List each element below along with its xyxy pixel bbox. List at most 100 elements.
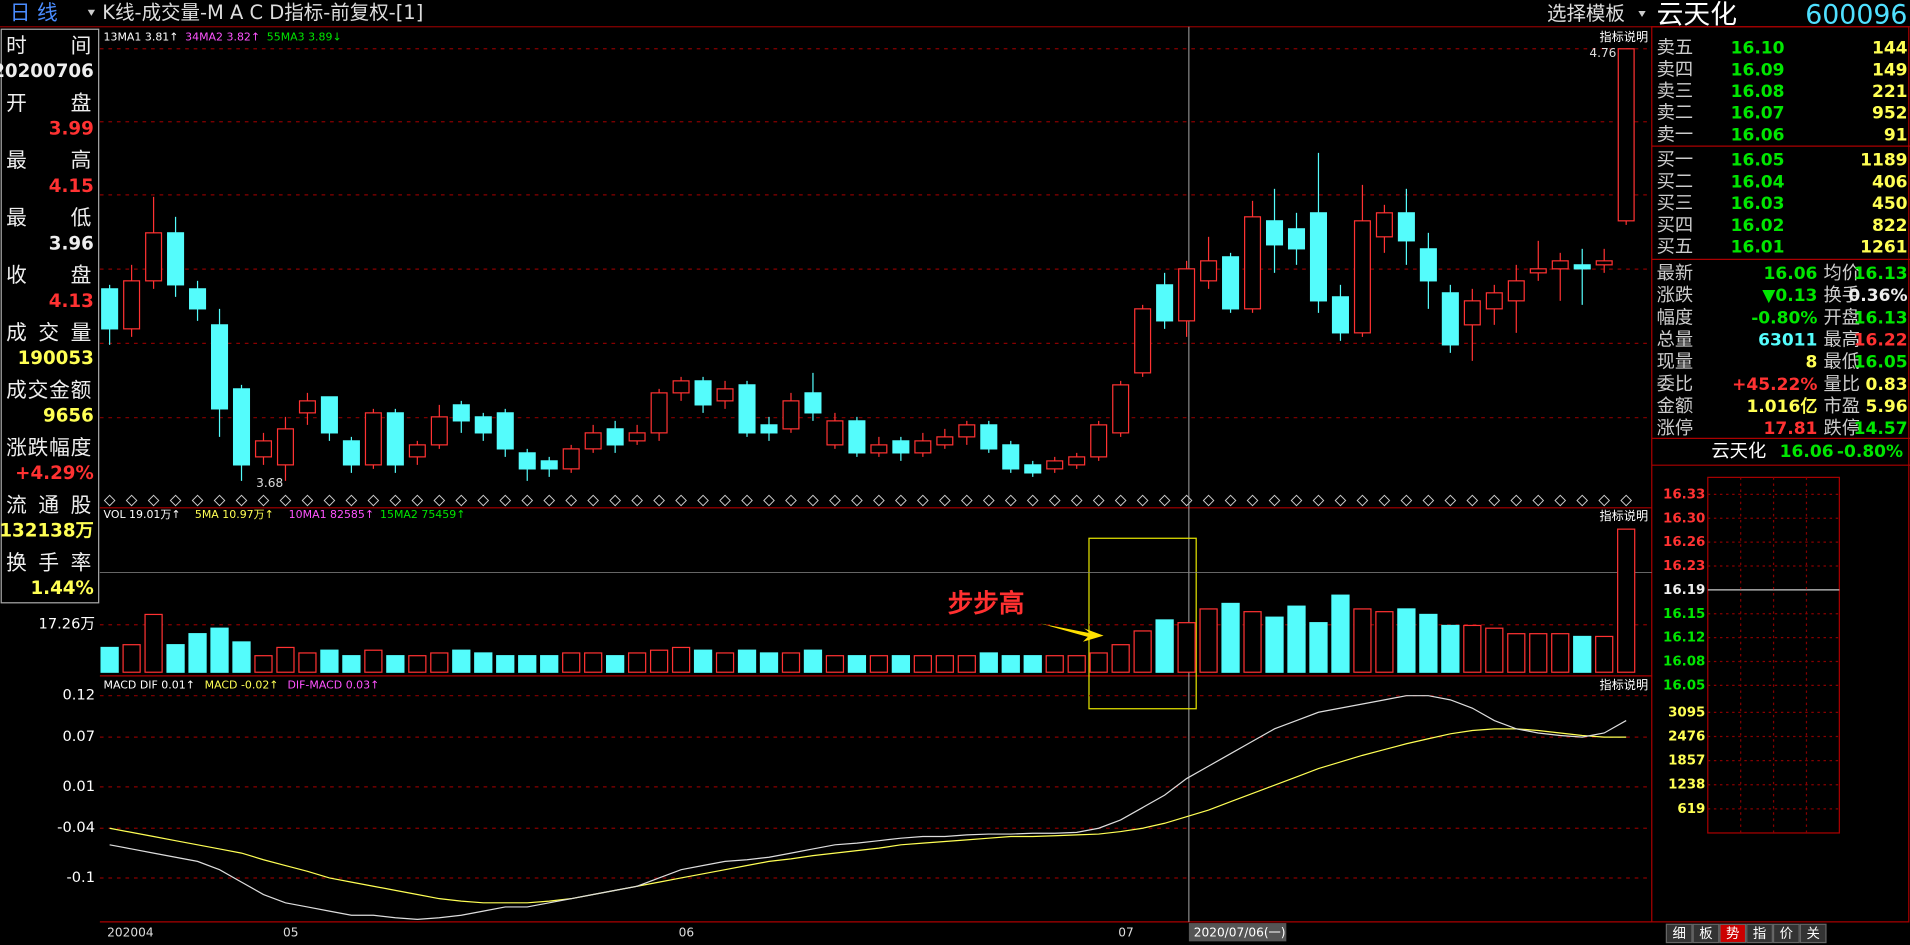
marker	[982, 494, 995, 507]
candle-body	[1485, 292, 1503, 310]
volume-bar	[1265, 616, 1284, 673]
tab[interactable]	[1772, 923, 1800, 944]
tab[interactable]	[1692, 923, 1720, 944]
stat-value: 16.06	[1763, 264, 1817, 284]
high-label: 4.76	[1589, 46, 1616, 60]
macd-legend: MACD -0.02↑	[205, 679, 279, 692]
candle-body	[1024, 464, 1042, 474]
candle-body	[1441, 292, 1459, 346]
marker	[103, 494, 116, 507]
volume-bar	[869, 655, 889, 673]
volume-bar	[1375, 611, 1394, 673]
marker	[323, 494, 336, 507]
quote-volume: 1189	[1860, 151, 1907, 171]
y-tick-label: 2476	[1668, 730, 1705, 745]
candle-body	[101, 288, 119, 330]
quote-volume: 952	[1872, 104, 1908, 124]
marker	[279, 494, 292, 507]
volume-bar	[144, 613, 163, 673]
marker	[1158, 494, 1171, 507]
quote-panel	[1651, 26, 1910, 923]
period-selector[interactable]: 日 线	[10, 0, 58, 24]
volume-bar	[715, 652, 735, 673]
info-panel	[0, 28, 100, 604]
tab-label[interactable]: 细	[1672, 926, 1685, 942]
volume-bar	[298, 652, 317, 673]
tab[interactable]	[1719, 923, 1747, 944]
quote-volume: 149	[1872, 60, 1908, 80]
volume-bar	[342, 655, 361, 673]
candle-body	[892, 440, 910, 454]
candle-body	[496, 412, 514, 450]
annotation: 步步高	[948, 589, 1025, 619]
quote-label: 买四	[1657, 215, 1694, 236]
y-tick-label: 16.19	[1663, 583, 1705, 598]
volume-bar	[935, 655, 954, 673]
stat-value: 16.13	[1854, 308, 1908, 328]
quote-label: 卖四	[1657, 59, 1694, 80]
marker	[301, 494, 314, 507]
quote-volume: 450	[1872, 194, 1908, 214]
volume-bar	[913, 655, 932, 673]
tab-label[interactable]: 势	[1726, 926, 1739, 942]
stat-label: 最低	[1824, 352, 1861, 373]
stat-label: 最新	[1657, 263, 1694, 284]
candle-body	[826, 420, 844, 446]
help-link[interactable]: 指标说明	[1599, 29, 1648, 44]
volume-bar	[606, 655, 625, 673]
info-label: 成交量	[6, 321, 91, 345]
quote-volume: 822	[1872, 216, 1908, 236]
tab[interactable]	[1665, 923, 1693, 944]
volume-bar	[1089, 652, 1108, 673]
x-tick-label: 202004	[107, 925, 154, 939]
stat-value: 5.96	[1865, 397, 1907, 417]
volume-bar	[1287, 605, 1306, 673]
volume-bar	[166, 644, 185, 673]
info-value: 4.15	[49, 176, 94, 197]
candle-body	[1353, 220, 1371, 334]
y-tick-label: 0.12	[62, 687, 95, 704]
tab[interactable]	[1746, 923, 1773, 944]
volume-bar	[584, 652, 603, 673]
help-link[interactable]: 指标说明	[1599, 677, 1648, 692]
volume-bar	[1045, 655, 1064, 673]
stat-label: 金额	[1657, 396, 1694, 417]
tab-label[interactable]: 板	[1699, 926, 1712, 942]
candle-body	[452, 404, 470, 422]
tab[interactable]	[1799, 923, 1827, 944]
volume-bar	[1353, 608, 1372, 673]
volume-bar	[1595, 635, 1614, 673]
marker	[1026, 494, 1039, 507]
quote-label: 买三	[1657, 193, 1694, 214]
stat-value: 63011	[1758, 330, 1817, 350]
cursor-label: 2020/07/06(一)	[1194, 925, 1286, 939]
volume-bar	[1067, 655, 1086, 673]
y-tick-label: 0.01	[62, 778, 95, 795]
volume-bar	[1573, 635, 1592, 673]
marker	[411, 494, 424, 507]
tab-label[interactable]: 关	[1806, 926, 1819, 942]
quote-price: 16.03	[1731, 194, 1785, 214]
candle-body	[870, 444, 888, 454]
candle-body	[1397, 212, 1415, 242]
dea-line	[109, 728, 1627, 904]
volume-bar	[737, 649, 757, 673]
marker	[1114, 494, 1127, 507]
tab-label[interactable]: 价	[1780, 927, 1793, 942]
candle-body	[1200, 260, 1218, 282]
y-tick-label: 0.07	[62, 728, 95, 745]
volume-bar	[210, 627, 229, 673]
volume-bar	[1001, 655, 1020, 673]
tab-label[interactable]: 指	[1753, 926, 1766, 942]
quote-label: 买五	[1657, 236, 1694, 257]
volume-bar	[496, 655, 515, 673]
marker	[543, 494, 556, 507]
volume-bar	[562, 652, 581, 673]
candle-body	[189, 288, 207, 310]
candle-body	[1375, 212, 1393, 238]
template-selector[interactable]: 选择模板	[1547, 2, 1625, 25]
volume-bar	[847, 655, 867, 673]
help-link[interactable]: 指标说明	[1599, 508, 1648, 523]
volume-bar	[408, 655, 427, 673]
